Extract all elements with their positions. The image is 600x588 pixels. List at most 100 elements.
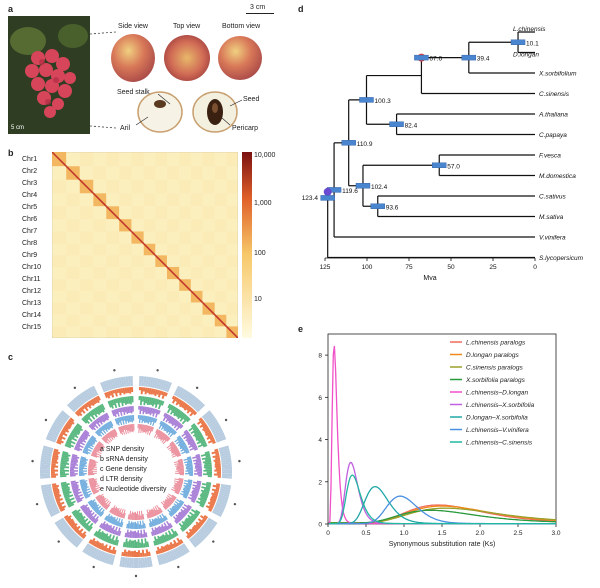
circos-track-segment (65, 422, 72, 428)
circos-track-segment (154, 518, 158, 526)
heatmap-block (166, 206, 180, 220)
circos-track-segment (117, 417, 121, 423)
circos-track-segment (96, 531, 102, 539)
circos-track-segment (131, 396, 134, 403)
heatmap-block (131, 243, 144, 256)
circos-track-segment (201, 518, 206, 523)
circos-track-segment (52, 484, 60, 489)
circos-track-segment (101, 425, 106, 431)
circos-tick (134, 574, 138, 578)
circos-track-segment (130, 406, 133, 414)
circos-track-segment (104, 423, 110, 431)
circos-track-segment (190, 515, 197, 520)
circos-track-segment (185, 436, 193, 442)
circos-track-segment (74, 525, 81, 532)
heatmap-block (52, 193, 67, 207)
circos-track-segment (129, 551, 133, 557)
colorbar-tick-10000: 10,000 (254, 152, 276, 159)
circos-track-segment (195, 434, 203, 440)
circos-track-segment (92, 488, 101, 494)
ks-y-tick-label-0: 0 (318, 522, 322, 529)
heatmap-block (214, 219, 227, 232)
circos-track-segment (205, 467, 212, 470)
circos-track-segment (178, 471, 184, 473)
ks-legend-label-5: L.chinensis–X.sorbifolia (466, 402, 535, 409)
circos-track-segment (130, 513, 132, 520)
circos-track-segment (62, 490, 70, 494)
circos-track-segment (200, 420, 206, 425)
circos-track-segment (177, 441, 185, 447)
circos-track-segment (131, 557, 134, 568)
heatmap-block (52, 166, 67, 180)
circos-track-segment (79, 470, 88, 472)
circos-track-segment (105, 433, 113, 442)
circos-track-segment (187, 496, 196, 502)
circos-track-segment (109, 400, 114, 409)
heatmap-block (93, 179, 107, 194)
circos-track-segment (127, 424, 130, 431)
circos-track-segment (196, 419, 204, 425)
circos-track-segment (93, 420, 97, 425)
circos-track-segment (76, 441, 81, 445)
heatmap-block (93, 152, 107, 167)
circos-track-segment (173, 431, 177, 436)
circos-track-segment (180, 527, 185, 532)
circos-track-segment (80, 482, 88, 486)
circos-track-segment (103, 544, 108, 552)
circos-track-segment (95, 431, 101, 437)
heatmap-block (214, 206, 227, 220)
circos-track-segment (200, 452, 211, 457)
circos-track-segment (100, 426, 107, 434)
heatmap-block (79, 219, 94, 232)
circos-track-segment (132, 415, 135, 421)
heatmap-block (52, 290, 67, 303)
circos-track-segment (75, 538, 84, 548)
circos-track-segment (88, 464, 96, 467)
circos-track-segment (178, 399, 183, 405)
circos-track-segment (184, 460, 193, 464)
circos-track-segment (113, 428, 118, 435)
circos-track-segment (162, 552, 169, 564)
heatmap-block (190, 219, 203, 232)
circos-track-segment (149, 416, 152, 423)
chromosome-label-9: Chr9 (22, 252, 38, 259)
circos-track-segment (153, 529, 157, 536)
circos-track-segment (208, 508, 213, 512)
circos-track-segment (70, 474, 76, 477)
heatmap-block (155, 326, 167, 338)
circos-track-segment (61, 485, 69, 489)
circos-track-segment (212, 508, 223, 515)
circos-track-segment (183, 487, 191, 491)
circos-legend: a SNP density b sRNA density c Gene dens… (100, 445, 167, 495)
circos-track-segment (177, 411, 184, 420)
heatmap-block (166, 326, 180, 338)
circos-track-segment (57, 521, 67, 529)
heatmap-block (190, 314, 203, 327)
circos-track-segment (193, 512, 199, 517)
circos-center (97, 433, 175, 511)
ks-y-tick-label-1: 2 (318, 479, 322, 486)
circos-track-segment (79, 468, 83, 471)
heatmap-diagonal (130, 230, 145, 245)
circos-track-segment (126, 415, 130, 423)
node-bar (389, 121, 404, 127)
circos-track-segment (138, 424, 141, 434)
circos-track-segment (155, 428, 159, 434)
circos-track-segment (130, 387, 134, 393)
circos-track-segment (133, 424, 135, 431)
circos-track-segment (40, 471, 51, 474)
circos-track-segment (111, 507, 116, 514)
circos-track-segment (72, 525, 78, 531)
circos-track-segment (71, 486, 79, 490)
circos-track-segment (197, 442, 207, 448)
circos-track-segment (113, 549, 117, 555)
circos-track-segment (127, 550, 131, 557)
circos-track-segment (168, 416, 174, 424)
ks-legend-label-2: C.sinensis paralogs (466, 365, 523, 372)
heatmap-block (226, 279, 238, 291)
heatmap-block (226, 219, 238, 232)
circos-track-segment (186, 534, 190, 539)
circos-track-segment (186, 456, 192, 459)
circos-track-segment (112, 429, 118, 438)
circos-track-segment (139, 406, 142, 415)
